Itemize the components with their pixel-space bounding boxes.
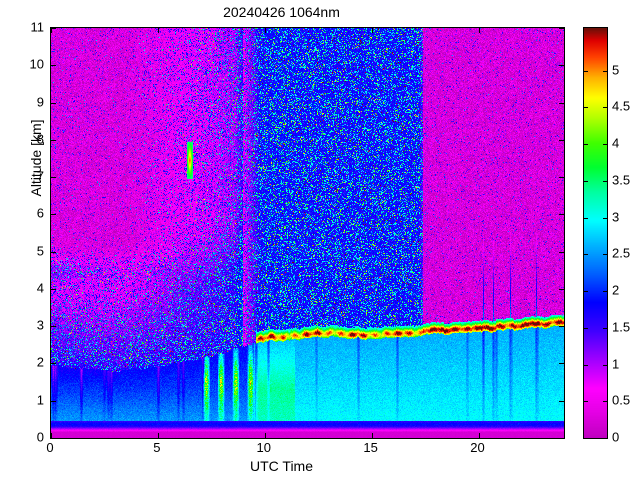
colorbar-tick-mark-right-0 (603, 438, 607, 439)
y-tick-label-9: 9 (36, 94, 44, 110)
colorbar-tick-mark-left-1 (584, 364, 588, 366)
x-tick-mark-top-0 (51, 28, 52, 33)
y-tick-mark-8 (51, 139, 56, 141)
colorbar-tick-label-4: 4 (612, 135, 620, 151)
y-tick-mark-right-11 (559, 28, 564, 29)
y-tick-label-1: 1 (36, 392, 44, 408)
x-tick-label-15: 15 (363, 440, 378, 455)
colorbar-tick-mark-right-0.5 (603, 401, 607, 403)
colorbar-tick-mark-right-2 (603, 291, 607, 293)
colorbar-tick-mark-left-1.5 (584, 327, 588, 329)
colorbar-tick-label-1: 1 (612, 356, 620, 372)
x-tick-mark-15 (371, 433, 373, 438)
x-tick-mark-top-20 (478, 28, 480, 33)
x-tick-mark-5 (157, 433, 159, 438)
colorbar-tick-label-5: 5 (612, 62, 620, 78)
y-tick-label-7: 7 (36, 168, 44, 184)
y-tick-mark-0 (51, 438, 56, 439)
y-tick-label-8: 8 (36, 131, 44, 147)
colorbar-tick-mark-left-5 (584, 70, 588, 72)
y-tick-label-2: 2 (36, 354, 44, 370)
x-tick-label-0: 0 (46, 440, 54, 455)
y-tick-mark-right-10 (559, 65, 564, 67)
y-tick-label-3: 3 (36, 317, 44, 333)
x-tick-label-5: 5 (153, 440, 161, 455)
x-tick-label-10: 10 (256, 440, 271, 455)
y-tick-label-11: 11 (30, 19, 45, 35)
colorbar-tick-label-3.5: 3.5 (612, 172, 631, 188)
y-tick-mark-right-3 (559, 326, 564, 328)
x-tick-label-20: 20 (470, 440, 485, 455)
heatmap-axes (50, 27, 565, 439)
y-tick-mark-10 (51, 65, 56, 67)
colorbar-tick-mark-left-2.5 (584, 254, 588, 256)
colorbar-tick-mark-left-3.5 (584, 180, 588, 182)
y-tick-mark-right-0 (559, 438, 564, 439)
colorbar-tick-label-2.5: 2.5 (612, 245, 631, 261)
page-title: 20240426 1064nm (223, 4, 340, 20)
y-tick-mark-2 (51, 363, 56, 365)
colorbar-tick-mark-right-4 (603, 144, 607, 146)
colorbar-tick-mark-right-1.5 (603, 327, 607, 329)
y-tick-label-5: 5 (36, 243, 44, 259)
colorbar-tick-label-4.5: 4.5 (612, 98, 631, 114)
y-tick-label-6: 6 (36, 205, 44, 221)
colorbar-tick-mark-left-3 (584, 217, 588, 219)
y-tick-mark-3 (51, 326, 56, 328)
y-tick-mark-right-5 (559, 251, 564, 253)
colorbar-tick-mark-right-4.5 (603, 107, 607, 109)
y-tick-mark-right-6 (559, 214, 564, 216)
colorbar-tick-mark-left-0 (584, 438, 588, 439)
x-tick-mark-0 (51, 433, 52, 438)
y-tick-mark-right-1 (559, 400, 564, 402)
colorbar-tick-label-2: 2 (612, 282, 620, 298)
colorbar-tick-mark-right-3 (603, 217, 607, 219)
x-tick-mark-20 (478, 433, 480, 438)
y-tick-mark-right-7 (559, 177, 564, 179)
colorbar-tick-label-0.5: 0.5 (612, 392, 631, 408)
x-axis-label: UTC Time (250, 458, 313, 474)
colorbar-tick-mark-left-0.5 (584, 401, 588, 403)
y-tick-mark-11 (51, 28, 56, 29)
y-tick-mark-4 (51, 288, 56, 290)
y-tick-mark-7 (51, 177, 56, 179)
y-tick-mark-right-2 (559, 363, 564, 365)
y-tick-mark-right-8 (559, 139, 564, 141)
colorbar-tick-mark-right-2.5 (603, 254, 607, 256)
x-tick-mark-top-10 (264, 28, 266, 33)
x-tick-mark-top-15 (371, 28, 373, 33)
colorbar-tick-mark-right-1 (603, 364, 607, 366)
y-tick-label-4: 4 (36, 280, 44, 296)
x-tick-mark-10 (264, 433, 266, 438)
colorbar-tick-mark-left-4 (584, 144, 588, 146)
colorbar-tick-mark-right-5 (603, 70, 607, 72)
y-tick-mark-1 (51, 400, 56, 402)
colorbar-tick-label-3: 3 (612, 209, 620, 225)
backscatter-heatmap (51, 28, 564, 438)
y-tick-mark-6 (51, 214, 56, 216)
colorbar (583, 27, 608, 439)
y-tick-label-0: 0 (36, 429, 44, 445)
y-tick-label-10: 10 (29, 56, 44, 72)
colorbar-tick-mark-left-4.5 (584, 107, 588, 109)
colorbar-tick-label-0: 0 (612, 429, 620, 445)
x-tick-mark-top-5 (157, 28, 159, 33)
y-tick-mark-right-9 (559, 102, 564, 104)
colorbar-tick-mark-right-3.5 (603, 180, 607, 182)
colorbar-tick-mark-left-2 (584, 291, 588, 293)
y-tick-mark-9 (51, 102, 56, 104)
y-tick-mark-5 (51, 251, 56, 253)
colorbar-tick-label-1.5: 1.5 (612, 319, 631, 335)
y-tick-mark-right-4 (559, 288, 564, 290)
y-axis-label: Altitude [km] (28, 119, 44, 197)
colorbar-gradient (584, 28, 607, 438)
